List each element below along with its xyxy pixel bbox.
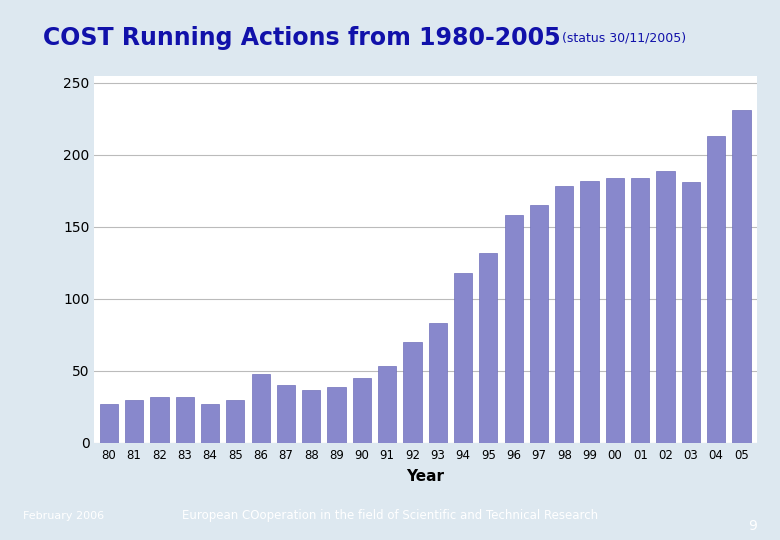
Bar: [505, 215, 523, 443]
Bar: [378, 367, 396, 443]
Bar: [657, 171, 675, 443]
Text: COST Running Actions from 1980-2005: COST Running Actions from 1980-2005: [43, 26, 561, 50]
Text: (status 30/11/2005): (status 30/11/2005): [562, 31, 686, 44]
Bar: [454, 273, 472, 443]
Bar: [328, 387, 346, 443]
Text: European COoperation in the field of Scientific and Technical Research: European COoperation in the field of Sci…: [182, 509, 598, 522]
Bar: [251, 374, 270, 443]
Bar: [403, 342, 421, 443]
Bar: [682, 182, 700, 443]
Bar: [201, 404, 219, 443]
Bar: [530, 205, 548, 443]
Bar: [732, 110, 750, 443]
Bar: [429, 323, 447, 443]
Bar: [302, 389, 321, 443]
Bar: [479, 253, 498, 443]
Text: 9: 9: [748, 519, 757, 532]
Bar: [631, 178, 649, 443]
Bar: [100, 404, 118, 443]
Bar: [277, 385, 295, 443]
Bar: [125, 400, 144, 443]
Bar: [353, 378, 371, 443]
Bar: [707, 136, 725, 443]
Bar: [606, 178, 624, 443]
Bar: [176, 397, 193, 443]
Bar: [226, 400, 244, 443]
Bar: [580, 181, 599, 443]
X-axis label: Year: Year: [406, 469, 444, 484]
Bar: [151, 397, 168, 443]
Bar: [555, 186, 573, 443]
Text: February 2006: February 2006: [23, 511, 105, 521]
